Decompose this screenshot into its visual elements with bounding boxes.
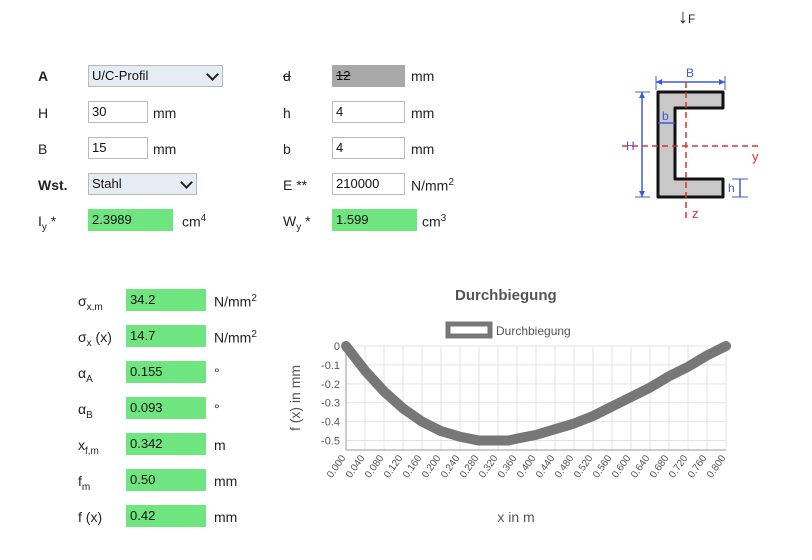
result-value: 34.2 xyxy=(126,289,206,311)
flange-height-label: h xyxy=(283,105,291,121)
x-tick-label: 0.320 xyxy=(477,453,501,480)
x-axis-title: x in m xyxy=(497,509,534,525)
y-tick-label: -0.5 xyxy=(321,436,340,448)
result-value: 0.42 xyxy=(126,505,206,527)
result-unit: mm xyxy=(214,473,238,489)
z-axis-label: z xyxy=(692,206,699,221)
y-axis-title: f (x) in mm xyxy=(287,365,303,431)
result-label: σx (x) xyxy=(78,329,112,349)
result-unit: N/mm2 xyxy=(214,293,257,310)
legend-label: Durchbiegung xyxy=(496,324,571,338)
y-axis-label: y xyxy=(752,149,759,164)
chevron-down-icon xyxy=(180,176,193,189)
section-modulus-output: 1.599 xyxy=(332,209,417,231)
x-tick-label: 0.200 xyxy=(420,453,444,480)
x-tick-label: 0.080 xyxy=(363,453,387,480)
force-label: F xyxy=(688,12,696,26)
result-label: f (x) xyxy=(78,509,103,525)
result-label: xf,m xyxy=(78,437,99,457)
x-tick-label: 0.240 xyxy=(439,453,463,480)
result-label: αA xyxy=(78,365,93,385)
dimension-h-label: h xyxy=(728,181,735,195)
material-label: Wst. xyxy=(38,177,68,193)
x-tick-label: 0.480 xyxy=(553,453,577,480)
result-value: 0.155 xyxy=(126,361,206,383)
result-value: 0.093 xyxy=(126,397,206,419)
web-thickness-unit: mm xyxy=(411,141,435,157)
moment-of-inertia-unit: cm4 xyxy=(182,213,207,230)
diameter-unit: mm xyxy=(411,68,435,84)
result-value: 14.7 xyxy=(126,325,206,347)
result-unit: mm xyxy=(214,509,238,525)
x-tick-label: 0.640 xyxy=(629,453,653,480)
y-tick-label: -0.3 xyxy=(321,398,340,410)
x-tick-label: 0.720 xyxy=(667,453,691,480)
height-input[interactable]: 30 xyxy=(88,101,148,123)
material-value: Stahl xyxy=(92,176,122,191)
x-tick-label: 0.680 xyxy=(648,453,672,480)
width-unit: mm xyxy=(153,141,177,157)
web-thickness-input[interactable]: 4 xyxy=(332,137,405,159)
x-tick-label: 0.800 xyxy=(705,453,729,480)
height-unit: mm xyxy=(153,105,177,121)
result-label: σx,m xyxy=(78,293,103,313)
dimension-b-label: b xyxy=(662,109,669,123)
profile-type-value: U/C-Profil xyxy=(92,68,149,83)
diameter-input: 12 xyxy=(332,65,405,87)
result-label: αB xyxy=(78,401,93,421)
height-label: H xyxy=(38,105,49,121)
material-select[interactable]: Stahl xyxy=(88,173,197,195)
x-tick-label: 0.360 xyxy=(496,453,520,480)
width-input[interactable]: 15 xyxy=(88,137,148,159)
y-tick-label: -0.2 xyxy=(321,379,340,391)
x-tick-label: 0.120 xyxy=(382,453,406,480)
y-tick-label: -0.4 xyxy=(321,417,340,429)
profile-type-label: A xyxy=(38,68,49,84)
web-thickness-label: b xyxy=(283,141,291,157)
y-tick-label: -0.1 xyxy=(321,360,340,372)
x-tick-label: 0.520 xyxy=(572,453,596,480)
x-tick-label: 0.040 xyxy=(344,453,368,480)
x-tick-label: 0.600 xyxy=(610,453,634,480)
result-label: fm xyxy=(78,473,91,493)
c-profile-shape xyxy=(656,90,725,199)
flange-height-input[interactable]: 4 xyxy=(332,101,405,123)
dimension-H-label: H xyxy=(626,139,635,153)
y-tick-label: 0 xyxy=(334,341,340,353)
chevron-down-icon xyxy=(206,68,219,81)
elastic-modulus-label: E ** xyxy=(283,177,308,193)
chart-title: Durchbiegung xyxy=(455,287,557,304)
result-value: 0.50 xyxy=(126,469,206,491)
result-unit: m xyxy=(214,437,226,453)
x-tick-label: 0.160 xyxy=(401,453,425,480)
deflection-chart: 0 -0.1 -0.2 -0.3 -0.4 -0.5 0.0000.0400.0800.12… xyxy=(287,321,731,525)
x-tick-label: 0.000 xyxy=(325,453,349,480)
result-unit: ° xyxy=(214,401,220,417)
moment-of-inertia-output: 2.3989 xyxy=(88,209,173,231)
moment-of-inertia-label: Iy * xyxy=(38,213,57,233)
legend-swatch xyxy=(445,321,493,339)
result-value: 0.342 xyxy=(126,433,206,455)
force-indicator: ↓F xyxy=(678,6,695,29)
section-modulus-label: Wy * xyxy=(283,213,311,233)
profile-cross-section-diagram: B H b h y z xyxy=(622,66,759,221)
x-tick-label: 0.280 xyxy=(458,453,482,480)
dimension-B-label: B xyxy=(686,66,694,80)
elastic-modulus-input[interactable]: 210000 xyxy=(332,173,405,195)
result-unit: N/mm2 xyxy=(214,329,257,346)
width-label: B xyxy=(38,141,48,157)
elastic-modulus-unit: N/mm2 xyxy=(411,177,454,194)
force-arrow-icon: ↓ xyxy=(678,6,688,28)
x-tick-label: 0.440 xyxy=(534,453,558,480)
section-modulus-unit: cm3 xyxy=(422,213,447,230)
x-tick-label: 0.560 xyxy=(591,453,615,480)
x-tick-label: 0.760 xyxy=(686,453,710,480)
diameter-label: d xyxy=(283,68,291,84)
profile-type-select[interactable]: U/C-Profil xyxy=(88,65,223,87)
flange-height-unit: mm xyxy=(411,105,435,121)
result-unit: ° xyxy=(214,365,220,381)
x-tick-label: 0.400 xyxy=(515,453,539,480)
series-line-durchbiegung xyxy=(341,341,731,446)
